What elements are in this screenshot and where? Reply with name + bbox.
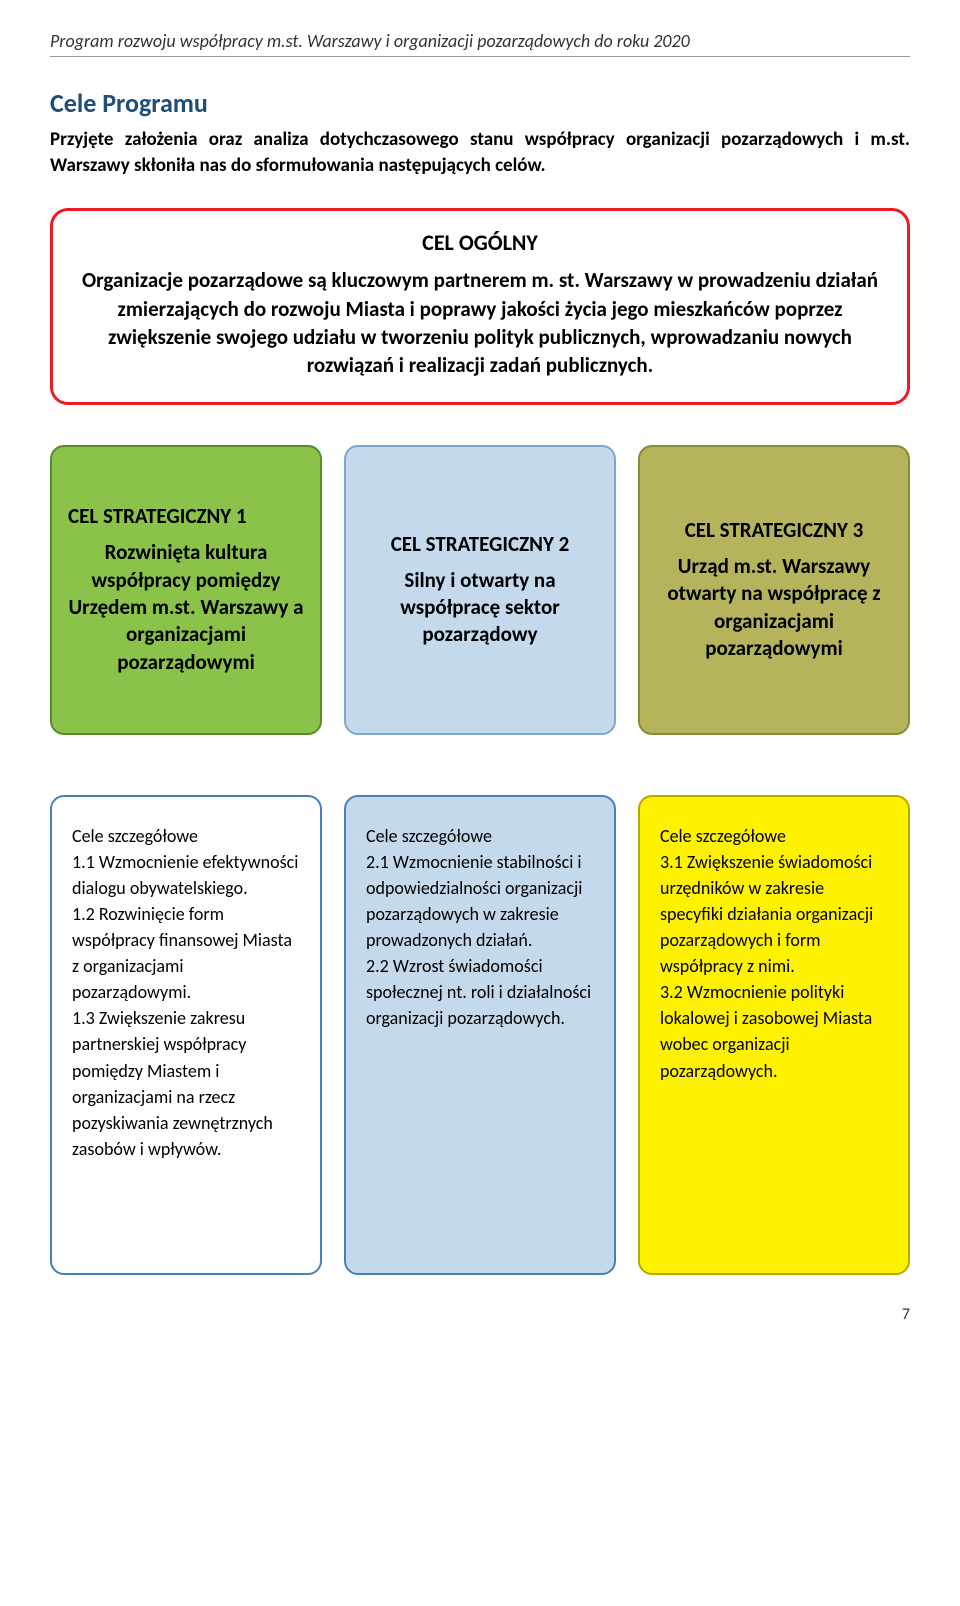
detailed-goal-heading: Cele szczegółowe (660, 823, 888, 849)
detailed-goal-card-3: Cele szczegółowe3.1 Zwiększenie świadomo… (638, 795, 910, 1275)
strategic-goal-title: CEL STRATEGICZNY 1 (68, 503, 304, 529)
strategic-goal-body: Silny i otwarty na współpracę sektor poz… (362, 567, 598, 649)
detailed-goal-card-1: Cele szczegółowe1.1 Wzmocnienie efektywn… (50, 795, 322, 1275)
detailed-goal-item: 3.1 Zwiększenie świadomości urzędników w… (660, 849, 888, 979)
intro-paragraph: Przyjęte założenia oraz analiza dotychcz… (50, 127, 910, 178)
strategic-goal-title: CEL STRATEGICZNY 2 (362, 531, 598, 557)
detailed-goal-item: 1.3 Zwiększenie zakresu partnerskiej wsp… (72, 1005, 300, 1162)
detailed-goal-item: 1.1 Wzmocnienie efektywności dialogu oby… (72, 849, 300, 901)
strategic-goal-card-2: CEL STRATEGICZNY 2 Silny i otwarty na wsp… (344, 445, 616, 735)
section-title: Cele Programu (50, 87, 910, 119)
strategic-goals-row: CEL STRATEGICZNY 1 Rozwinięta kultura wsp… (50, 445, 910, 735)
detailed-goal-card-2: Cele szczegółowe2.1 Wzmocnienie stabilno… (344, 795, 616, 1275)
general-goal-box: CEL OGÓLNY Organizacje pozarządowe są kl… (50, 208, 910, 404)
detailed-goal-heading: Cele szczegółowe (366, 823, 594, 849)
strategic-goal-title: CEL STRATEGICZNY 3 (656, 517, 892, 543)
strategic-goal-card-3: CEL STRATEGICZNY 3 Urząd m.st. Warszawy o… (638, 445, 910, 735)
strategic-goal-body: Urząd m.st. Warszawy otwarty na współpra… (656, 553, 892, 662)
detailed-goal-item: 3.2 Wzmocnienie polityki lokalowej i zas… (660, 979, 888, 1083)
strategic-goal-body: Rozwinięta kultura współpracy pomiędzy U… (68, 539, 304, 675)
detailed-goal-item: 2.1 Wzmocnienie stabilności i odpowiedzi… (366, 849, 594, 953)
strategic-goal-card-1: CEL STRATEGICZNY 1 Rozwinięta kultura wsp… (50, 445, 322, 735)
detailed-goal-item: 1.2 Rozwinięcie form współpracy finansow… (72, 901, 300, 1005)
page-number: 7 (50, 1305, 910, 1324)
detailed-goal-item: 2.2 Wzrost świadomości społecznej nt. ro… (366, 953, 594, 1031)
detailed-goals-row: Cele szczegółowe1.1 Wzmocnienie efektywn… (50, 795, 910, 1275)
detailed-goal-heading: Cele szczegółowe (72, 823, 300, 849)
document-header: Program rozwoju współpracy m.st. Warszaw… (50, 30, 910, 57)
general-goal-title: CEL OGÓLNY (81, 229, 879, 256)
general-goal-body: Organizacje pozarządowe są kluczowym par… (81, 266, 879, 379)
